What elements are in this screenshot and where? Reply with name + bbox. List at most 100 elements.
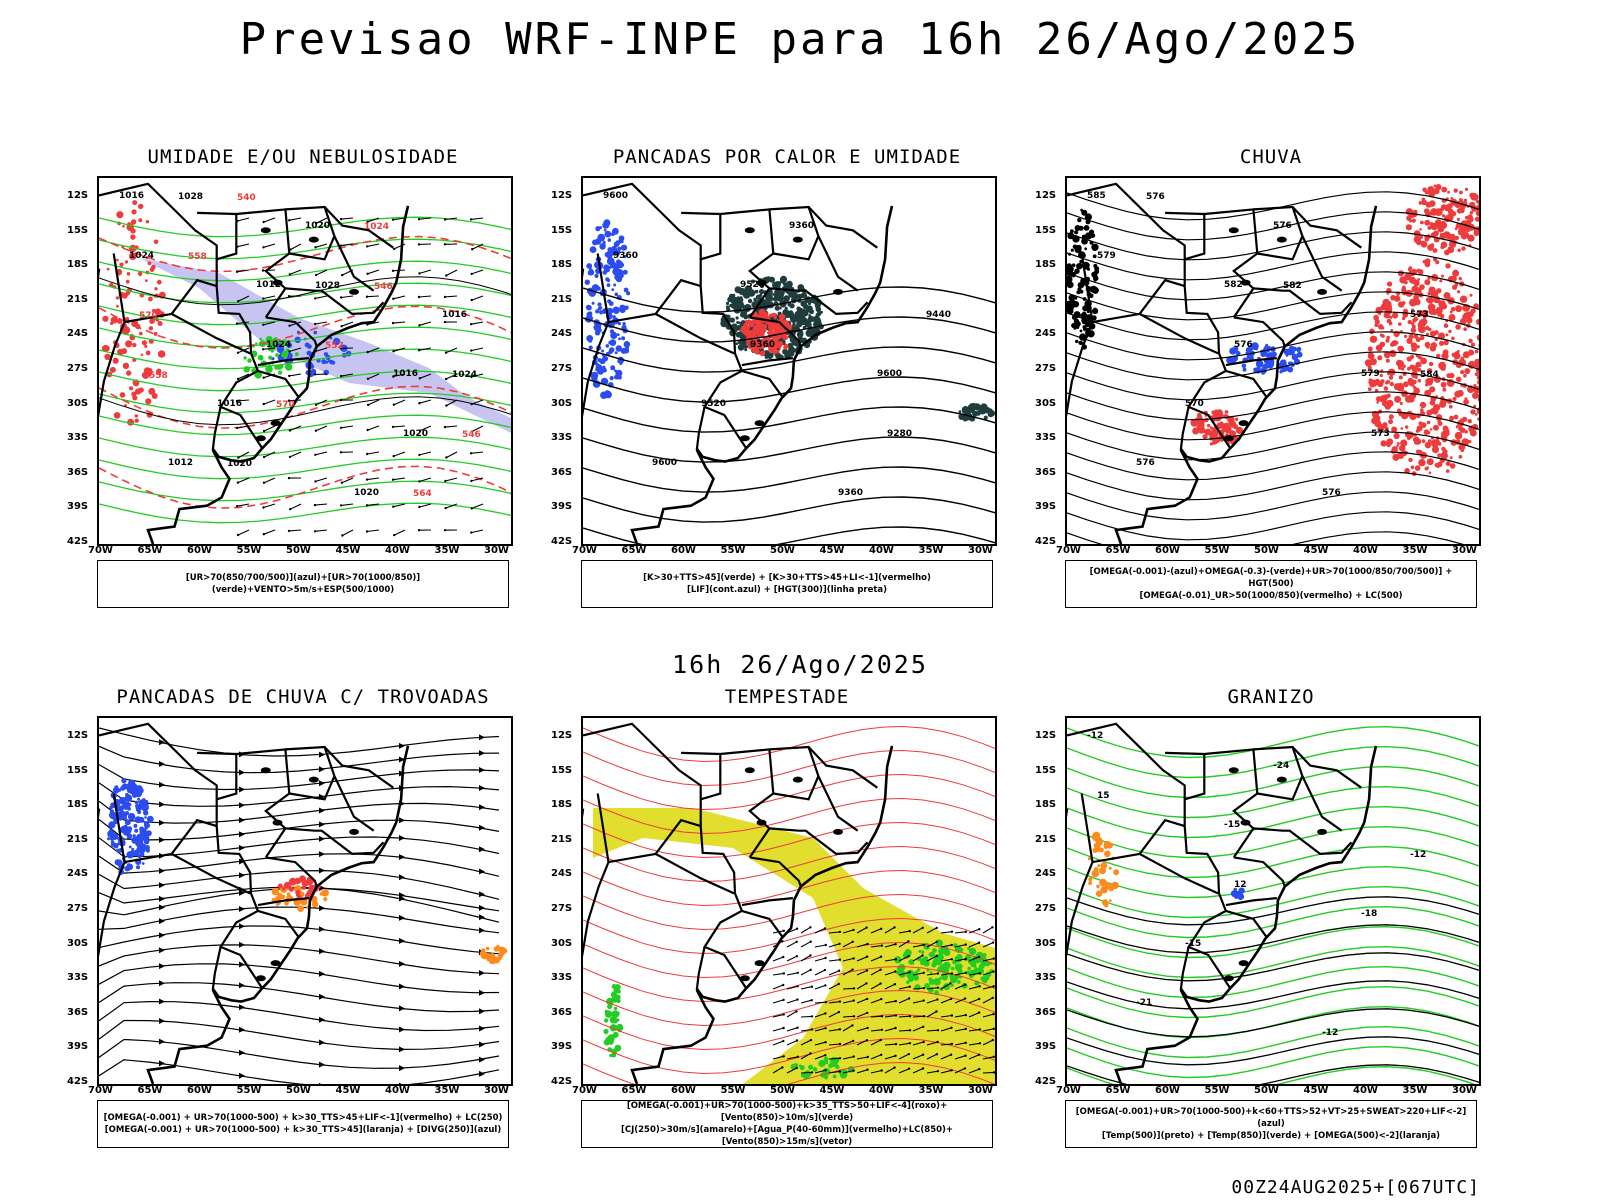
red-streamline xyxy=(583,965,995,1003)
wind-vector-head xyxy=(288,273,291,276)
strong-wind-vector xyxy=(968,956,980,962)
blue-cell xyxy=(313,330,318,335)
thunder-orange-cell xyxy=(493,946,500,952)
strong-wind-vector-head xyxy=(991,926,994,929)
strong-wind-vector-head xyxy=(796,998,799,1001)
strong-wind-vector xyxy=(940,1014,952,1018)
heat-convection-area xyxy=(775,352,782,359)
legend-line: [K>30+TTS>45](verde) + [K>30+TTS>45+LI<-… xyxy=(643,573,931,583)
divergence-cell xyxy=(107,837,110,841)
omega500-cell xyxy=(1093,843,1099,849)
hgt500-line xyxy=(1067,371,1479,401)
mid-time-label: 16h 26/Ago/2025 xyxy=(672,650,928,679)
strong-wind-vector xyxy=(870,1054,882,1060)
political-border xyxy=(583,793,610,958)
lifted-index-contour xyxy=(620,244,628,251)
rain-area xyxy=(1478,343,1479,348)
rain-area xyxy=(1424,341,1431,348)
rain-area xyxy=(1449,310,1453,314)
legend-line: [OMEGA(-0.001) + UR>70(1000-500) + k>30_… xyxy=(104,1125,502,1135)
rain-area xyxy=(1459,318,1467,325)
temp850-line xyxy=(1067,965,1479,999)
streamline-arrow xyxy=(399,1005,405,1012)
temp500-line xyxy=(1067,980,1479,1010)
red-cell xyxy=(116,211,124,219)
green-isoline xyxy=(99,480,511,502)
heat-convection-area xyxy=(732,293,736,297)
wind-vector-head xyxy=(288,324,291,327)
strong-wind-vector-head xyxy=(781,940,784,943)
coastline xyxy=(695,987,747,1003)
streamline-arrow xyxy=(319,1016,325,1023)
political-border xyxy=(265,316,318,347)
streamline-arrow xyxy=(319,807,325,814)
lifted-index-contour xyxy=(617,359,621,363)
divergence-cell xyxy=(122,803,130,810)
strong-wind-vector xyxy=(814,984,826,990)
wind850-area xyxy=(957,980,961,984)
lat-tick-label: 18S xyxy=(551,259,573,271)
strong-wind-vector xyxy=(814,1027,826,1032)
rain-area xyxy=(1419,401,1427,409)
lifted-index-contour xyxy=(599,226,602,230)
contour-label: -12 xyxy=(1322,1028,1338,1038)
thunder-red-cell xyxy=(299,875,306,883)
rain-area xyxy=(1452,284,1458,290)
omega500-cell xyxy=(1099,878,1107,887)
strong-wind-vector xyxy=(828,983,840,990)
strong-wind-vector-head xyxy=(879,968,882,971)
legend-line: [CJ(250)>30m/s](amarelo)+[Agua_P(40-60mm… xyxy=(620,1125,954,1147)
streamline-arrow xyxy=(399,1065,405,1072)
strong-wind-vector-head xyxy=(894,958,898,961)
strong-wind-vector-head xyxy=(838,1000,842,1003)
wind-vector xyxy=(419,269,432,274)
rain-area xyxy=(1455,376,1462,383)
strong-wind-vector xyxy=(968,985,980,990)
omega500-cell xyxy=(1097,864,1101,868)
rain-area xyxy=(1455,425,1459,429)
divergence-cell xyxy=(127,826,133,832)
heat-convection-area xyxy=(809,309,814,315)
lake xyxy=(754,420,765,427)
wind-vector-head xyxy=(262,455,266,459)
strong-wind-vector xyxy=(884,1014,896,1018)
thunder-orange-cell xyxy=(321,892,325,896)
wind-vector xyxy=(263,451,276,458)
streamline xyxy=(99,800,500,824)
instability-area xyxy=(772,341,780,349)
lifted-index-contour xyxy=(610,331,618,339)
strong-wind-vector xyxy=(940,1054,952,1060)
rain-area xyxy=(1196,424,1203,431)
wind850-area xyxy=(921,950,925,954)
red-cell xyxy=(130,219,137,225)
wind-vector-head xyxy=(443,425,447,429)
rain-area xyxy=(1460,384,1463,387)
divergence-cell xyxy=(136,865,140,870)
strong-wind-vector-head xyxy=(991,1038,994,1042)
strong-wind-vector xyxy=(912,1067,924,1074)
wind-vector-head xyxy=(418,349,421,352)
strong-wind-vector xyxy=(800,999,812,1004)
lon-tick-label: 40W xyxy=(385,1085,410,1096)
contour-label: 1020 xyxy=(305,221,330,231)
lon-tick-label: 45W xyxy=(819,1085,845,1096)
rain-area xyxy=(1383,351,1391,359)
lat-tick-label: 39S xyxy=(67,501,89,513)
wind-vector-head xyxy=(262,506,265,509)
heat-convection-area xyxy=(967,404,974,410)
strong-wind-vector-head xyxy=(796,1055,799,1058)
strong-wind-vector-head xyxy=(908,929,911,933)
rain-area xyxy=(1428,361,1434,367)
heat-convection-area xyxy=(958,414,962,418)
instability-area xyxy=(764,344,769,348)
heat-convection-area xyxy=(784,306,788,310)
heat-convection-area xyxy=(796,316,804,325)
wind-vector-head xyxy=(470,479,473,483)
rain-area xyxy=(1382,298,1390,307)
heat-convection-area xyxy=(738,287,746,296)
wind850-area xyxy=(929,971,933,974)
strong-wind-vector xyxy=(940,1043,952,1046)
wind-vector-head xyxy=(261,269,265,272)
rain-area xyxy=(1458,227,1466,236)
hgt500-line xyxy=(1067,411,1479,441)
